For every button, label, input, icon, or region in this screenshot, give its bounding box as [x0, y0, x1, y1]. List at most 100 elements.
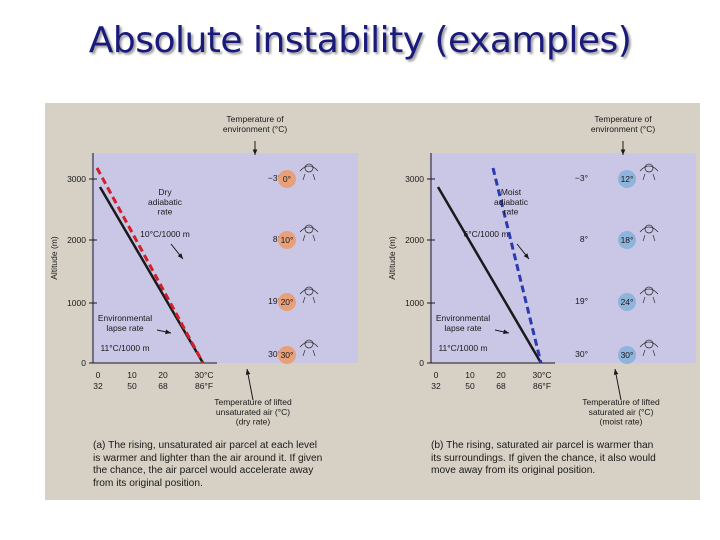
panel-b-bird-icon	[639, 339, 659, 357]
panel-a-x-tick-label-c: 10	[127, 370, 137, 380]
panel-b-parcel-bubble	[618, 231, 636, 249]
panel-b-bird-icon-legs	[642, 173, 656, 181]
panel-a-rate-label: Dry adiabatic rate	[148, 187, 183, 217]
caption-b: (b) The rising, saturated air parcel is …	[431, 440, 691, 478]
panel-a-bird-icon-head	[304, 163, 314, 173]
panel-b-x-tick-label-f: 50	[465, 381, 475, 391]
panel-b-env-lapse-label: Environmental lapse rate	[436, 313, 490, 333]
panel-b-y-axis-label: Altitude (m)	[387, 236, 397, 280]
panel-b-bird-icon	[639, 163, 659, 181]
panel-a-bird-icon-head	[304, 286, 314, 296]
panel-b-bird-icon-head	[644, 339, 654, 349]
panel-b-parcel-line	[491, 167, 543, 364]
panel-b-x-tick-label-f: 32	[431, 381, 441, 391]
panel-b-y-tick-label: 0	[419, 358, 424, 368]
panel-a-x-tick-label-f: 50	[127, 381, 137, 391]
panel-b-x-tick-label-c: 0	[434, 370, 439, 380]
panel-a-parcel-temp-label: 20°	[281, 297, 294, 307]
panel-a-x-caption: Temperature of lifted unsaturated air (°C…	[214, 397, 292, 427]
panel-a-env-temp-label: −3°	[268, 173, 281, 183]
panel-b-bird-icon	[639, 286, 659, 304]
panel-a-env-lapse-label: Environmental lapse rate	[98, 313, 152, 333]
panel-a-parcel-temp-label: 10°	[281, 235, 294, 245]
panel-a-bird-icon-legs	[302, 349, 316, 357]
panel-a-x-tick-label-f: 68	[158, 381, 168, 391]
panel-b-rate-arrow-head	[523, 253, 529, 259]
panel-a-bird-icon-wing	[299, 288, 319, 295]
panel-b-rate-value: 6°C/1000 m	[464, 229, 509, 239]
panel-a-y-axis-label: Altitude (m)	[49, 236, 59, 280]
panel-b-bird-icon-wing	[639, 165, 659, 172]
panel-a-bird-icon	[299, 224, 319, 242]
panel-b-env-temp-label: 19°	[575, 296, 588, 306]
panel-a-env-header: Temperature of environment (°C)	[223, 114, 288, 134]
panel-a-env-header-arrow-head	[252, 149, 258, 155]
panel-b-bird-icon-head	[644, 224, 654, 234]
panel-a-bird-icon-legs	[302, 296, 316, 304]
caption-line: from its original position.	[93, 477, 203, 489]
panel-b-env-lapse-arrow-head	[503, 329, 509, 335]
caption-line: is warmer and lighter than the air aroun…	[93, 452, 323, 464]
panel-b-parcel-bubble	[618, 293, 636, 311]
slide-title: Absolute instability (examples)	[88, 20, 632, 61]
panel-a-bird-icon-wing	[299, 341, 319, 348]
panel-a-bird-icon-wing	[299, 226, 319, 233]
panel-b-x-tick-label-c: 20	[496, 370, 506, 380]
panel-a-env-temp-label: 30°	[268, 349, 281, 359]
panel-a-bird-icon	[299, 286, 319, 304]
caption-a: (a) The rising, unsaturated air parcel a…	[93, 440, 393, 490]
panel-a-y-tick-label: 1000	[67, 298, 86, 308]
panel-b-environment-line	[436, 186, 543, 364]
panel-a-y-tick-label: 2000	[67, 235, 86, 245]
panel-b-bird-icon-legs	[642, 296, 656, 304]
panel-b-env-header-arrow-head	[620, 149, 626, 155]
panel-a-rate-value: 10°C/1000 m	[140, 229, 190, 239]
panel-b-parcel-temp-label: 30°	[621, 350, 634, 360]
panel-a-parcel-line	[95, 167, 205, 364]
panel-b-bird-icon-wing	[639, 226, 659, 233]
panel-b-x-tick-label-c: 10	[465, 370, 475, 380]
panel-b-bird-icon-head	[644, 163, 654, 173]
panel-b-bird-icon-legs	[642, 349, 656, 357]
panel-a-y-tick-label: 0	[81, 358, 86, 368]
panel-b-x-tick-label-c: 30°C	[533, 370, 552, 380]
panel-b-bird-icon	[639, 224, 659, 242]
panel-b-y-tick-label: 3000	[405, 174, 424, 184]
panel-a-bird-icon-head	[304, 339, 314, 349]
panel-b-parcel-bubble	[618, 170, 636, 188]
panel-b-parcel-bubble	[618, 346, 636, 364]
panel-a-env-temp-label: 8°	[273, 234, 281, 244]
panel-b-env-header: Temperature of environment (°C)	[591, 114, 656, 134]
panel-a-parcel-bubble	[278, 231, 296, 249]
panel-a-x-tick-label-c: 20	[158, 370, 168, 380]
panel-a-rate-arrow-head	[177, 253, 183, 259]
panel-a-x-tick-label-f: 32	[93, 381, 103, 391]
caption-line: (a) The rising, unsaturated air parcel a…	[93, 440, 318, 451]
panel-a-env-lapse-arrow-head	[165, 329, 171, 335]
panel-b-x-tick-label-f: 68	[496, 381, 506, 391]
caption-line: its surroundings. If given the chance, i…	[431, 452, 656, 464]
panel-b-x-tick-label-f: 86°F	[533, 381, 551, 391]
panel-b-parcel-temp-label: 24°	[621, 297, 634, 307]
panel-a-parcel-temp-label: 0°	[283, 174, 291, 184]
panel-b-y-tick-label: 1000	[405, 298, 424, 308]
panel-b-x-caption: Temperature of lifted saturated air (°C)(…	[582, 397, 660, 427]
panel-b-y-tick-label: 2000	[405, 235, 424, 245]
panel-a-parcel-bubble	[278, 170, 296, 188]
panel-a-y-tick-label: 3000	[67, 174, 86, 184]
panel-a-bird-icon-wing	[299, 165, 319, 172]
panel-b-env-lapse-value: 11°C/1000 m	[438, 343, 487, 353]
panel-b-x-caption-arrow-head	[613, 369, 619, 375]
stability-figure: 3000 2000 1000 0 Altitude (m) Temperature of e…	[45, 103, 700, 500]
caption-line: (b) The rising, saturated air parcel is …	[431, 440, 654, 451]
panel-a-parcel-bubble	[278, 346, 296, 364]
panel-a-bird-icon	[299, 339, 319, 357]
panel-b-bird-icon-wing	[639, 341, 659, 348]
panel-a-x-tick-label-f: 86°F	[195, 381, 213, 391]
panel-a-plot-bg	[91, 153, 358, 363]
panel-a-parcel-bubble	[278, 293, 296, 311]
panel-a-bird-icon-legs	[302, 234, 316, 242]
panel-a-env-lapse-value: 11°C/1000 m	[100, 343, 149, 353]
panel-b-rate-label: Moist adiabatic rate	[494, 187, 529, 217]
